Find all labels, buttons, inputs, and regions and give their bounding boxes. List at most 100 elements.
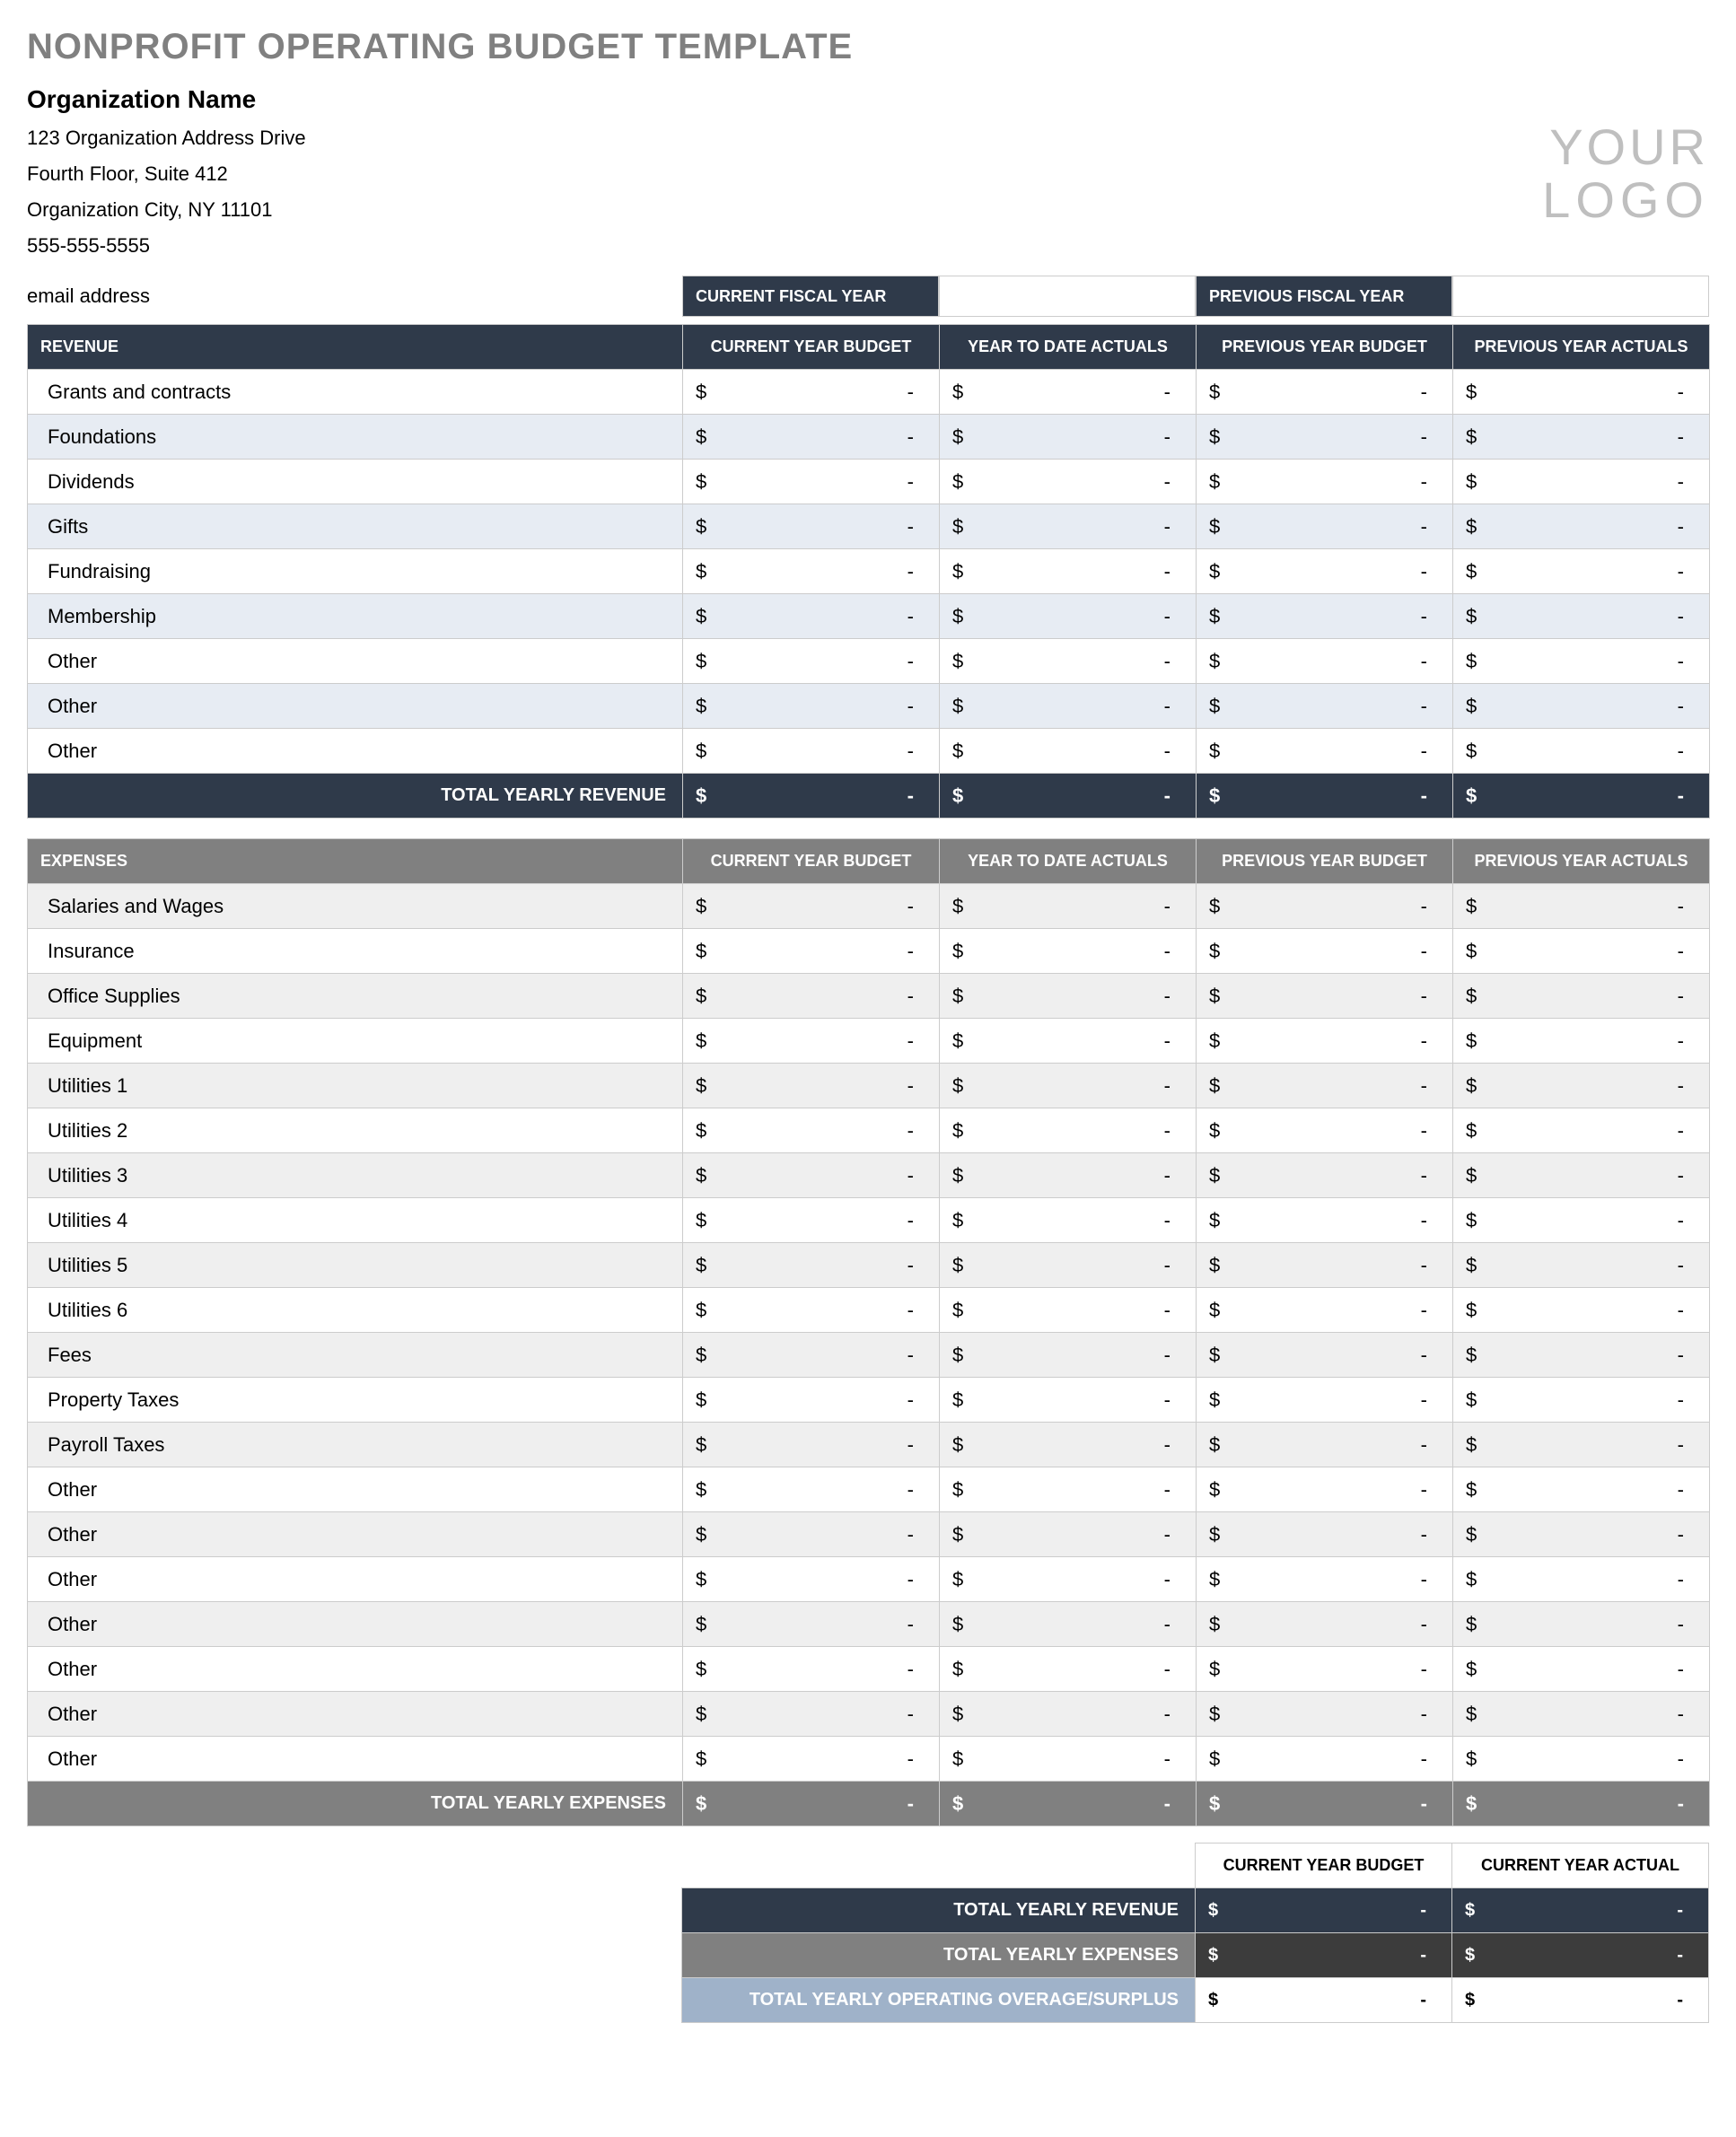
money-cell[interactable]: $- [683,1333,940,1378]
money-cell[interactable]: $- [940,549,1197,594]
money-cell[interactable]: $- [940,594,1197,639]
money-cell[interactable]: $- [683,460,940,504]
money-cell[interactable]: $- [1453,929,1710,974]
money-cell[interactable]: $- [1197,1019,1453,1064]
money-cell[interactable]: $- [1453,370,1710,415]
money-cell[interactable]: $- [1197,460,1453,504]
money-cell[interactable]: $- [683,415,940,460]
money-cell[interactable]: $- [683,774,940,819]
money-cell[interactable]: $- [940,974,1197,1019]
money-cell[interactable]: $- [1453,639,1710,684]
current-fiscal-year-value[interactable] [939,276,1196,317]
money-cell[interactable]: $- [940,460,1197,504]
money-cell[interactable]: $- [683,370,940,415]
money-cell[interactable]: $- [683,684,940,729]
money-cell[interactable]: $- [683,1423,940,1467]
money-cell[interactable]: $- [683,884,940,929]
money-cell[interactable]: $- [1197,1557,1453,1602]
money-cell[interactable]: $- [940,684,1197,729]
money-cell[interactable]: $- [683,1288,940,1333]
money-cell[interactable]: $- [1197,1153,1453,1198]
money-cell[interactable]: $- [1197,1423,1453,1467]
money-cell[interactable]: $- [940,1019,1197,1064]
money-cell[interactable]: $- [1452,1888,1709,1933]
money-cell[interactable]: $- [1197,1333,1453,1378]
money-cell[interactable]: $- [1453,594,1710,639]
money-cell[interactable]: $- [1196,1888,1452,1933]
money-cell[interactable]: $- [1453,1692,1710,1737]
previous-fiscal-year-value[interactable] [1452,276,1709,317]
money-cell[interactable]: $- [1453,1782,1710,1826]
money-cell[interactable]: $- [1453,1108,1710,1153]
money-cell[interactable]: $- [940,504,1197,549]
money-cell[interactable]: $- [1197,370,1453,415]
money-cell[interactable]: $- [1453,415,1710,460]
money-cell[interactable]: $- [940,884,1197,929]
money-cell[interactable]: $- [940,1243,1197,1288]
money-cell[interactable]: $- [1453,1737,1710,1782]
money-cell[interactable]: $- [940,1692,1197,1737]
money-cell[interactable]: $- [1453,1602,1710,1647]
money-cell[interactable]: $- [683,1602,940,1647]
money-cell[interactable]: $- [1197,1647,1453,1692]
money-cell[interactable]: $- [683,1782,940,1826]
money-cell[interactable]: $- [1197,1378,1453,1423]
money-cell[interactable]: $- [683,1378,940,1423]
money-cell[interactable]: $- [1453,884,1710,929]
money-cell[interactable]: $- [940,1378,1197,1423]
money-cell[interactable]: $- [1197,929,1453,974]
money-cell[interactable]: $- [1197,1512,1453,1557]
money-cell[interactable]: $- [683,1647,940,1692]
money-cell[interactable]: $- [1197,1602,1453,1647]
money-cell[interactable]: $- [1197,549,1453,594]
money-cell[interactable]: $- [1197,729,1453,774]
money-cell[interactable]: $- [1197,504,1453,549]
money-cell[interactable]: $- [1453,1153,1710,1198]
money-cell[interactable]: $- [940,1108,1197,1153]
money-cell[interactable]: $- [1197,1692,1453,1737]
money-cell[interactable]: $- [940,415,1197,460]
money-cell[interactable]: $- [683,929,940,974]
money-cell[interactable]: $- [683,729,940,774]
money-cell[interactable]: $- [1453,1423,1710,1467]
money-cell[interactable]: $- [1197,415,1453,460]
money-cell[interactable]: $- [1196,1933,1452,1978]
money-cell[interactable]: $- [683,1153,940,1198]
money-cell[interactable]: $- [683,1692,940,1737]
money-cell[interactable]: $- [1197,1467,1453,1512]
money-cell[interactable]: $- [1197,639,1453,684]
money-cell[interactable]: $- [940,1153,1197,1198]
money-cell[interactable]: $- [1197,1288,1453,1333]
money-cell[interactable]: $- [1453,1647,1710,1692]
money-cell[interactable]: $- [940,1423,1197,1467]
money-cell[interactable]: $- [940,1198,1197,1243]
money-cell[interactable]: $- [683,1108,940,1153]
money-cell[interactable]: $- [940,639,1197,684]
money-cell[interactable]: $- [940,729,1197,774]
money-cell[interactable]: $- [1453,1019,1710,1064]
money-cell[interactable]: $- [683,1512,940,1557]
money-cell[interactable]: $- [1453,1378,1710,1423]
money-cell[interactable]: $- [940,1467,1197,1512]
money-cell[interactable]: $- [940,1602,1197,1647]
money-cell[interactable]: $- [1453,1467,1710,1512]
money-cell[interactable]: $- [1453,1288,1710,1333]
money-cell[interactable]: $- [683,549,940,594]
money-cell[interactable]: $- [940,1064,1197,1108]
money-cell[interactable]: $- [683,1737,940,1782]
money-cell[interactable]: $- [940,929,1197,974]
money-cell[interactable]: $- [683,1467,940,1512]
money-cell[interactable]: $- [940,1737,1197,1782]
money-cell[interactable]: $- [683,1019,940,1064]
money-cell[interactable]: $- [683,594,940,639]
money-cell[interactable]: $- [940,1288,1197,1333]
money-cell[interactable]: $- [940,1512,1197,1557]
money-cell[interactable]: $- [1453,1512,1710,1557]
money-cell[interactable]: $- [1453,729,1710,774]
money-cell[interactable]: $- [683,639,940,684]
money-cell[interactable]: $- [940,774,1197,819]
money-cell[interactable]: $- [683,1557,940,1602]
money-cell[interactable]: $- [1453,1064,1710,1108]
money-cell[interactable]: $- [1453,974,1710,1019]
money-cell[interactable]: $- [1453,460,1710,504]
